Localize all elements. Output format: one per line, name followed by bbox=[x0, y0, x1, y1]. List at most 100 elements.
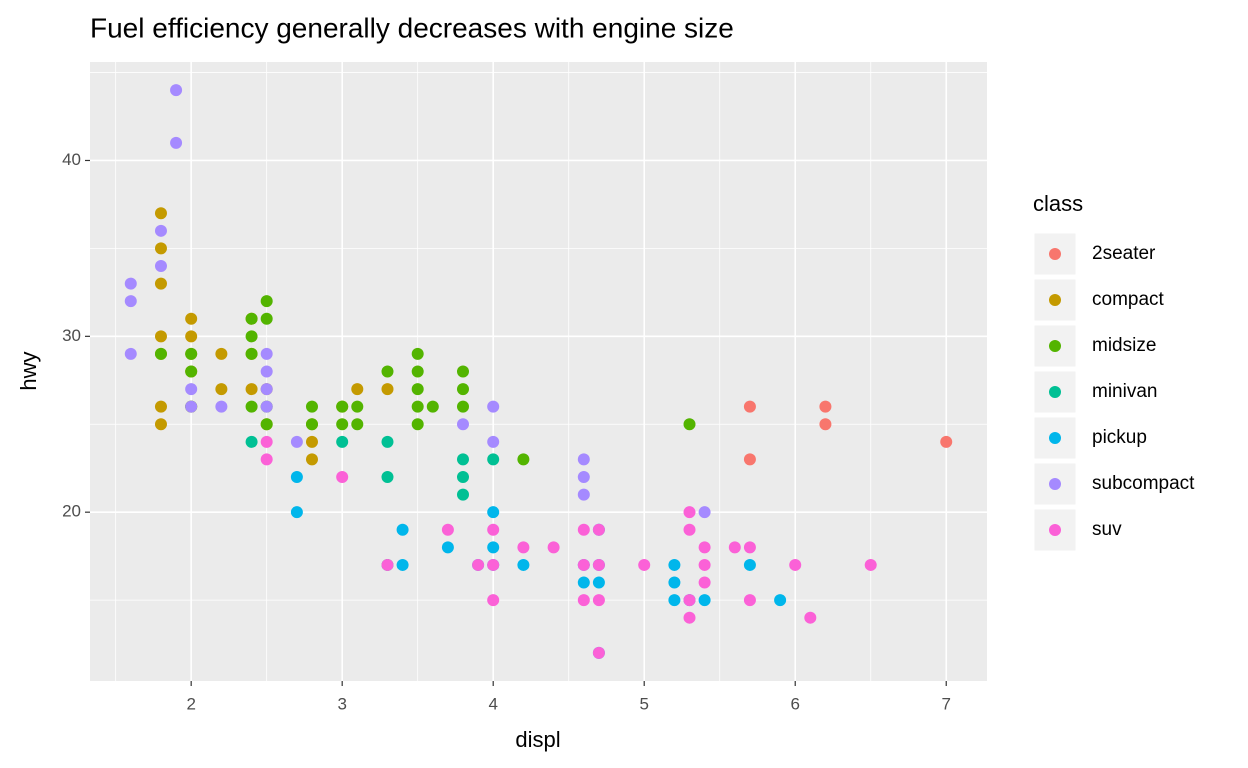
point bbox=[290, 506, 303, 519]
point bbox=[472, 558, 485, 571]
x-tick-label: 4 bbox=[488, 694, 497, 713]
point bbox=[517, 541, 530, 554]
legend-label: subcompact bbox=[1092, 473, 1195, 494]
point bbox=[170, 84, 183, 97]
point bbox=[577, 523, 590, 536]
point bbox=[124, 295, 137, 308]
point bbox=[381, 471, 394, 484]
point bbox=[305, 400, 318, 413]
point bbox=[487, 435, 500, 448]
point bbox=[215, 400, 228, 413]
point bbox=[154, 347, 167, 360]
point bbox=[668, 594, 681, 607]
point bbox=[290, 435, 303, 448]
point bbox=[683, 611, 696, 624]
legend-marker bbox=[1049, 340, 1061, 352]
point bbox=[260, 365, 273, 378]
point bbox=[426, 400, 439, 413]
point bbox=[124, 347, 137, 360]
point bbox=[683, 594, 696, 607]
point bbox=[260, 312, 273, 325]
point bbox=[260, 418, 273, 431]
point bbox=[683, 523, 696, 536]
point bbox=[154, 277, 167, 290]
point bbox=[185, 312, 198, 325]
point bbox=[396, 558, 409, 571]
point bbox=[456, 365, 469, 378]
legend-label: suv bbox=[1092, 519, 1122, 540]
point bbox=[517, 558, 530, 571]
legend-marker bbox=[1049, 248, 1061, 260]
legend-marker bbox=[1049, 294, 1061, 306]
point bbox=[245, 312, 258, 325]
point bbox=[185, 365, 198, 378]
panel bbox=[90, 62, 987, 681]
point bbox=[698, 541, 711, 554]
point bbox=[381, 435, 394, 448]
point bbox=[215, 383, 228, 396]
point bbox=[940, 435, 953, 448]
y-axis-title: hwy bbox=[16, 351, 41, 390]
point bbox=[698, 558, 711, 571]
point bbox=[154, 400, 167, 413]
x-tick-label: 2 bbox=[186, 694, 195, 713]
point bbox=[456, 471, 469, 484]
point bbox=[260, 383, 273, 396]
point bbox=[336, 435, 349, 448]
point bbox=[154, 418, 167, 431]
legend-marker bbox=[1049, 432, 1061, 444]
point bbox=[381, 558, 394, 571]
point bbox=[577, 594, 590, 607]
point bbox=[185, 383, 198, 396]
point bbox=[698, 594, 711, 607]
point bbox=[260, 400, 273, 413]
legend-marker bbox=[1049, 478, 1061, 490]
point bbox=[185, 400, 198, 413]
point bbox=[245, 347, 258, 360]
point bbox=[592, 576, 605, 589]
point bbox=[351, 418, 364, 431]
point bbox=[456, 453, 469, 466]
legend-marker bbox=[1049, 524, 1061, 536]
point bbox=[638, 558, 651, 571]
point bbox=[819, 400, 832, 413]
point bbox=[456, 418, 469, 431]
point bbox=[683, 418, 696, 431]
point bbox=[456, 400, 469, 413]
point bbox=[592, 523, 605, 536]
point bbox=[517, 453, 530, 466]
point bbox=[305, 435, 318, 448]
y-tick-label: 40 bbox=[62, 150, 81, 169]
point bbox=[245, 383, 258, 396]
point bbox=[336, 471, 349, 484]
chart-title: Fuel efficiency generally decreases with… bbox=[90, 12, 734, 43]
point bbox=[305, 453, 318, 466]
x-axis-title: displ bbox=[515, 727, 560, 752]
point bbox=[124, 277, 137, 290]
point bbox=[577, 558, 590, 571]
point bbox=[411, 365, 424, 378]
legend-label: compact bbox=[1092, 289, 1165, 310]
legend-title: class bbox=[1033, 191, 1083, 216]
x-tick-label: 5 bbox=[639, 694, 648, 713]
point bbox=[154, 207, 167, 220]
point bbox=[185, 347, 198, 360]
y-tick-label: 30 bbox=[62, 326, 81, 345]
point bbox=[351, 383, 364, 396]
point bbox=[487, 400, 500, 413]
point bbox=[577, 576, 590, 589]
point bbox=[411, 400, 424, 413]
point bbox=[789, 558, 802, 571]
point bbox=[260, 295, 273, 308]
point bbox=[728, 541, 741, 554]
point bbox=[743, 594, 756, 607]
point bbox=[411, 347, 424, 360]
point bbox=[260, 435, 273, 448]
point bbox=[743, 400, 756, 413]
point bbox=[154, 330, 167, 343]
point bbox=[351, 400, 364, 413]
point bbox=[804, 611, 817, 624]
legend-label: 2seater bbox=[1092, 243, 1156, 264]
point bbox=[260, 347, 273, 360]
point bbox=[170, 136, 183, 149]
